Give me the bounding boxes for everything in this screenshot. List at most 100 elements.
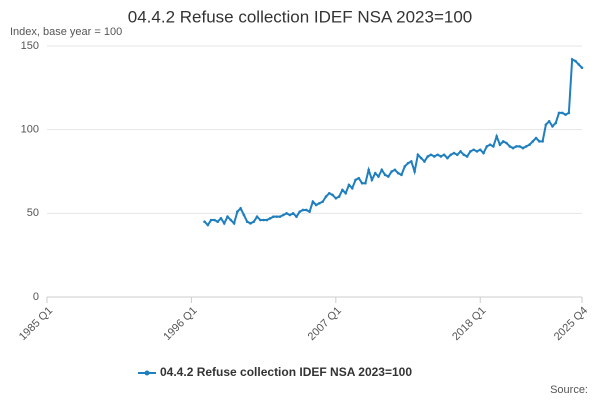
point	[390, 170, 393, 173]
point	[222, 222, 226, 225]
point	[406, 161, 410, 165]
point	[423, 160, 426, 163]
x-tick-label: 2025 Q4	[552, 305, 590, 343]
point	[209, 218, 213, 222]
point	[252, 220, 256, 223]
point	[442, 153, 446, 157]
point	[419, 156, 423, 160]
point	[567, 111, 571, 115]
legend-marker	[144, 370, 150, 376]
point	[341, 188, 344, 192]
point	[255, 215, 259, 218]
point	[426, 155, 430, 158]
point	[275, 215, 279, 218]
y-tick-label: 50	[27, 207, 39, 219]
point	[226, 215, 229, 218]
point	[416, 153, 420, 157]
point	[433, 155, 436, 158]
point	[452, 151, 456, 155]
point	[387, 175, 390, 178]
legend-label: 04.4.2 Refuse collection IDEF NSA 2023=1…	[160, 365, 412, 379]
x-tick-label: 1996 Q1	[161, 305, 199, 343]
point	[288, 213, 292, 217]
point	[321, 200, 325, 203]
point	[492, 145, 495, 148]
point	[574, 59, 577, 63]
point	[249, 222, 252, 225]
point	[462, 153, 466, 157]
point	[413, 170, 416, 173]
point	[515, 145, 518, 148]
point	[531, 140, 535, 143]
point	[501, 140, 505, 143]
point	[318, 201, 321, 205]
point	[472, 148, 475, 152]
point	[508, 145, 512, 148]
point	[482, 151, 485, 155]
point	[203, 220, 206, 223]
point	[455, 153, 459, 157]
point	[377, 175, 380, 178]
source: Source:	[550, 384, 588, 396]
point	[524, 145, 528, 148]
point	[344, 191, 347, 195]
point	[383, 173, 387, 177]
point	[554, 121, 558, 125]
point	[301, 208, 305, 212]
point	[268, 217, 272, 220]
point	[429, 153, 433, 157]
point	[459, 150, 462, 153]
point	[518, 145, 521, 148]
point	[544, 123, 548, 126]
chart-title: 04.4.2 Refuse collection IDEF NSA 2023=1…	[128, 7, 472, 26]
point	[295, 215, 298, 218]
point	[213, 218, 216, 222]
point	[364, 181, 367, 185]
point	[551, 125, 554, 128]
point	[347, 183, 351, 187]
point	[475, 150, 479, 153]
point	[410, 160, 413, 163]
point	[403, 165, 407, 168]
point	[308, 210, 311, 213]
point	[400, 173, 403, 177]
x-tick-label: 2018 Q1	[450, 305, 488, 343]
series-line	[203, 57, 583, 227]
point	[495, 135, 498, 138]
point	[245, 220, 249, 223]
point	[561, 111, 564, 115]
point	[314, 203, 318, 207]
y-tick-label: 150	[21, 40, 39, 52]
point	[488, 143, 492, 147]
point	[272, 215, 275, 218]
point	[360, 181, 364, 185]
point	[511, 146, 515, 150]
point	[367, 168, 370, 172]
point	[239, 207, 242, 210]
point	[324, 195, 328, 198]
point	[485, 145, 489, 148]
point	[265, 218, 269, 222]
point	[354, 178, 357, 182]
point	[547, 120, 551, 123]
point	[505, 141, 508, 145]
point	[337, 195, 341, 198]
point	[282, 213, 285, 217]
point	[469, 150, 472, 153]
point	[478, 148, 482, 152]
point	[229, 218, 233, 222]
point	[357, 176, 361, 180]
y-tick-label: 0	[33, 291, 39, 303]
point	[498, 143, 502, 147]
point	[534, 136, 538, 140]
point	[538, 140, 541, 143]
point	[564, 113, 567, 116]
point	[291, 212, 295, 215]
point	[521, 146, 525, 150]
point	[285, 212, 288, 215]
point	[219, 217, 223, 220]
point	[331, 193, 334, 197]
point	[242, 213, 246, 217]
point	[577, 63, 581, 66]
